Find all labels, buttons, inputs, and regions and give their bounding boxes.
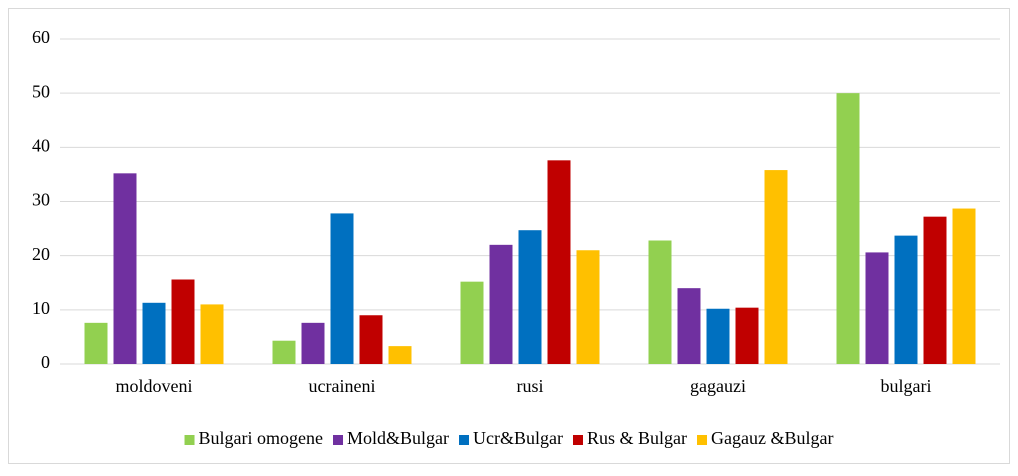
y-tick-label: 50 [32,81,50,101]
legend-label: Ucr&Bulgar [473,428,563,448]
bar [735,307,759,364]
bar [923,216,947,364]
bar [388,346,412,364]
x-tick-label: gagauzi [690,376,746,396]
bar [576,250,600,364]
legend-swatch [333,435,344,445]
bar [836,93,860,365]
x-tick-label: ucraineni [309,376,376,396]
y-tick-label: 0 [41,352,50,372]
bar [648,240,672,364]
bar [677,288,701,364]
bar [764,170,788,364]
y-tick-label: 60 [32,27,50,47]
y-tick-label: 40 [32,135,50,155]
legend-label: Bulgari omogene [199,428,323,448]
bar [460,281,484,364]
bar [301,322,325,364]
bar [952,208,976,364]
legend-label: Rus & Bulgar [587,428,687,448]
legend-swatch [459,435,470,445]
bar [171,279,195,364]
bar [272,340,296,364]
bar [200,304,224,364]
bar [142,302,166,364]
legend-label: Gagauz &Bulgar [711,428,833,448]
legend-swatch [184,435,195,445]
bar [894,235,918,364]
y-tick-label: 20 [32,244,50,264]
x-tick-label: bulgari [881,376,932,396]
x-tick-label: moldoveni [116,376,193,396]
bar [518,230,542,364]
legend-label: Mold&Bulgar [347,428,449,448]
y-tick-label: 10 [32,298,50,318]
bar [489,244,513,364]
legend-swatch [697,435,708,445]
legend-swatch [572,435,583,445]
bar [113,173,137,364]
bar [84,322,108,364]
bar [359,315,383,364]
bar [865,252,889,364]
bar [330,213,354,364]
bar [706,308,730,364]
x-tick-label: rusi [517,376,544,396]
y-tick-label: 30 [32,190,50,210]
bar [547,160,571,364]
